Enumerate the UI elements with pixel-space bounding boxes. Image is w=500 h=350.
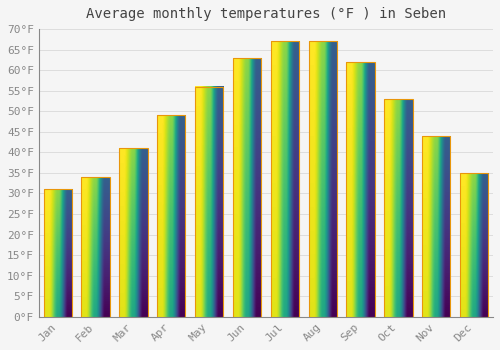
Bar [384, 99, 412, 317]
Bar [195, 86, 224, 317]
Bar [119, 148, 148, 317]
Bar [460, 173, 488, 317]
Bar [233, 58, 261, 317]
Bar [270, 41, 299, 317]
Bar [422, 136, 450, 317]
Bar [157, 116, 186, 317]
Bar [346, 62, 375, 317]
Bar [82, 177, 110, 317]
Bar [44, 189, 72, 317]
Bar [308, 41, 337, 317]
Title: Average monthly temperatures (°F ) in Seben: Average monthly temperatures (°F ) in Se… [86, 7, 446, 21]
